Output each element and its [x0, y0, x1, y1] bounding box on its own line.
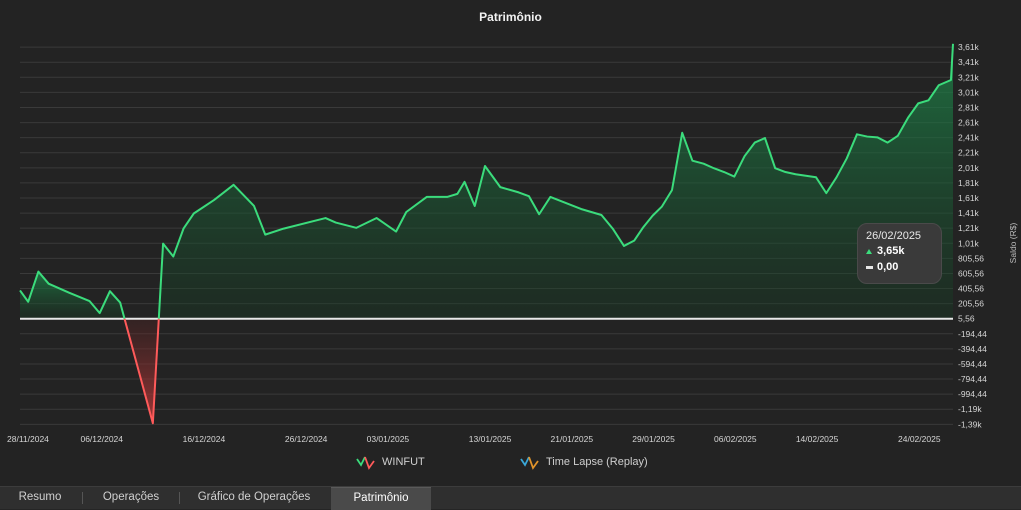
tooltip-date: 26/02/2025	[866, 230, 922, 242]
chart-title: Patrimônio	[479, 10, 542, 24]
y-tick-label: 3,01k	[958, 87, 980, 97]
legend: WINFUT Time Lapse (Replay)	[0, 452, 1021, 474]
tab-operacoes[interactable]: Operações	[102, 491, 160, 503]
chart-panel: Patrimônio 3,61k 3,41k 3,21k 3,01k 2,81k 2,61…	[0, 10, 1021, 474]
x-tick-label: 03/01/2025	[367, 434, 410, 444]
y-tick-label: -794,44	[958, 374, 987, 384]
y-tick-label: 205,56	[958, 299, 984, 309]
y-tick-label: -1,19k	[958, 404, 982, 414]
legend-item-time-lapse[interactable]: Time Lapse (Replay)	[520, 454, 648, 470]
tooltip: 26/02/2025 3,65k 0,00	[857, 223, 942, 284]
y-tick-label: -394,44	[958, 344, 987, 354]
y-tick-label: -194,44	[958, 329, 987, 339]
series-line-down	[123, 318, 160, 425]
x-tick-label: 13/01/2025	[469, 434, 512, 444]
legend-label-winfut: WINFUT	[382, 456, 425, 468]
area-fill-down	[124, 318, 159, 424]
x-tick-label: 26/12/2024	[285, 434, 328, 444]
tab-separator	[82, 492, 83, 504]
y-tick-label: 2,01k	[958, 163, 980, 173]
bottom-tab-bar: Resumo Operações Gráfico de Operações Pa…	[0, 486, 1021, 510]
up-arrow-icon	[866, 248, 872, 254]
tooltip-value-1: 3,65k	[877, 245, 905, 257]
y-tick-label: 3,21k	[958, 72, 980, 82]
x-tick-label: 24/02/2025	[898, 434, 941, 444]
series-line-up	[19, 270, 126, 319]
area-fill-up	[20, 271, 125, 319]
tab-resumo[interactable]: Resumo	[18, 491, 62, 503]
y-tick-label: 405,56	[958, 284, 984, 294]
y-tick-label: 1,81k	[958, 178, 980, 188]
x-tick-label: 28/11/2024	[7, 434, 49, 444]
x-tick-label: 21/01/2025	[551, 434, 594, 444]
time-lapse-series-icon	[520, 456, 539, 470]
winfut-series-icon	[356, 456, 375, 470]
y-tick-label: -594,44	[958, 359, 987, 369]
series-line-up	[157, 43, 954, 319]
y-axis-label: Saldo (R$)	[1008, 223, 1018, 264]
y-tick-label: 1,21k	[958, 223, 980, 233]
legend-item-winfut[interactable]: WINFUT	[356, 454, 425, 470]
y-tick-label: 805,56	[958, 253, 984, 263]
y-tick-label: 2,41k	[958, 133, 980, 143]
tab-separator	[179, 492, 180, 504]
tab-grafico-de-operacoes[interactable]: Gráfico de Operações	[197, 491, 311, 503]
x-tick-label: 29/01/2025	[632, 434, 675, 444]
tooltip-value-2: 0,00	[877, 261, 899, 273]
x-tick-label: 14/02/2025	[796, 434, 839, 444]
dash-icon	[866, 265, 873, 269]
y-tick-label: 1,01k	[958, 238, 980, 248]
area-fill-up	[158, 43, 953, 319]
legend-label-time-lapse: Time Lapse (Replay)	[546, 456, 648, 468]
y-tick-label: 5,56	[958, 314, 975, 324]
chart-svg: 3,61k 3,41k 3,21k 3,01k 2,81k 2,61k 2,41k 2,21k…	[7, 42, 1018, 444]
y-tick-label: 2,21k	[958, 148, 980, 158]
y-tick-label: 2,81k	[958, 102, 980, 112]
y-tick-label: 3,61k	[958, 42, 980, 52]
y-tick-label: 2,61k	[958, 118, 980, 128]
tab-patrimonio[interactable]: Patrimônio	[331, 487, 431, 510]
y-tick-label: 605,56	[958, 268, 984, 278]
x-tick-label: 06/02/2025	[714, 434, 757, 444]
y-tick-label: -1,39k	[958, 419, 982, 429]
x-tick-label: 16/12/2024	[183, 434, 226, 444]
y-tick-label: 3,41k	[958, 57, 980, 67]
x-tick-label: 06/12/2024	[80, 434, 123, 444]
y-tick-label: -994,44	[958, 389, 987, 399]
y-tick-label: 1,61k	[958, 193, 980, 203]
y-tick-label: 1,41k	[958, 208, 980, 218]
